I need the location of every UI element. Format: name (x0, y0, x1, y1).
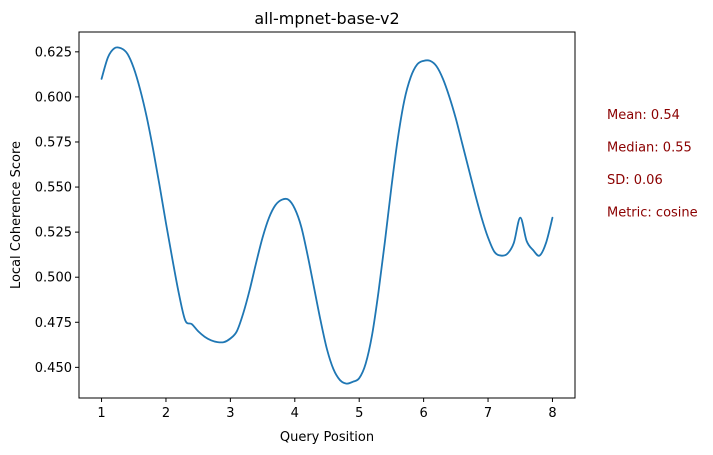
stat-annotation: SD: 0.06 (607, 173, 663, 188)
x-tick-label: 1 (97, 406, 105, 421)
stat-annotation: Median: 0.55 (607, 141, 692, 156)
x-tick-label: 4 (291, 406, 299, 421)
x-tick-label: 7 (484, 406, 492, 421)
chart-title: all-mpnet-base-v2 (254, 9, 399, 28)
y-tick-label: 0.625 (35, 45, 72, 60)
x-tick-label: 3 (226, 406, 234, 421)
y-axis-title: Local Coherence Score (9, 141, 24, 289)
x-tick-label: 5 (355, 406, 363, 421)
x-tick-label: 2 (162, 406, 170, 421)
plot-frame (78, 31, 576, 399)
y-axis: 0.450 0.475 0.500 0.525 0.550 0.575 0.600 0.625 (35, 45, 79, 376)
stat-annotation: Mean: 0.54 (607, 108, 680, 123)
y-tick-label: 0.500 (35, 271, 72, 286)
stats-annotations: Mean: 0.54 Median: 0.55 SD: 0.06 Metric: co… (607, 108, 698, 221)
x-axis-title: Query Position (280, 430, 374, 445)
x-tick-label: 6 (419, 406, 427, 421)
y-tick-label: 0.550 (35, 181, 72, 196)
x-tick-label: 8 (548, 406, 556, 421)
y-tick-label: 0.450 (35, 361, 72, 376)
series-line (100, 46, 554, 385)
y-tick-label: 0.575 (35, 135, 72, 150)
y-tick-label: 0.600 (35, 90, 72, 105)
y-tick-label: 0.475 (35, 316, 72, 331)
plot-area (78, 31, 576, 399)
y-tick-label: 0.525 (35, 226, 72, 241)
stat-annotation: Metric: cosine (607, 206, 698, 221)
x-axis: 1 2 3 4 5 6 7 8 (97, 398, 557, 421)
